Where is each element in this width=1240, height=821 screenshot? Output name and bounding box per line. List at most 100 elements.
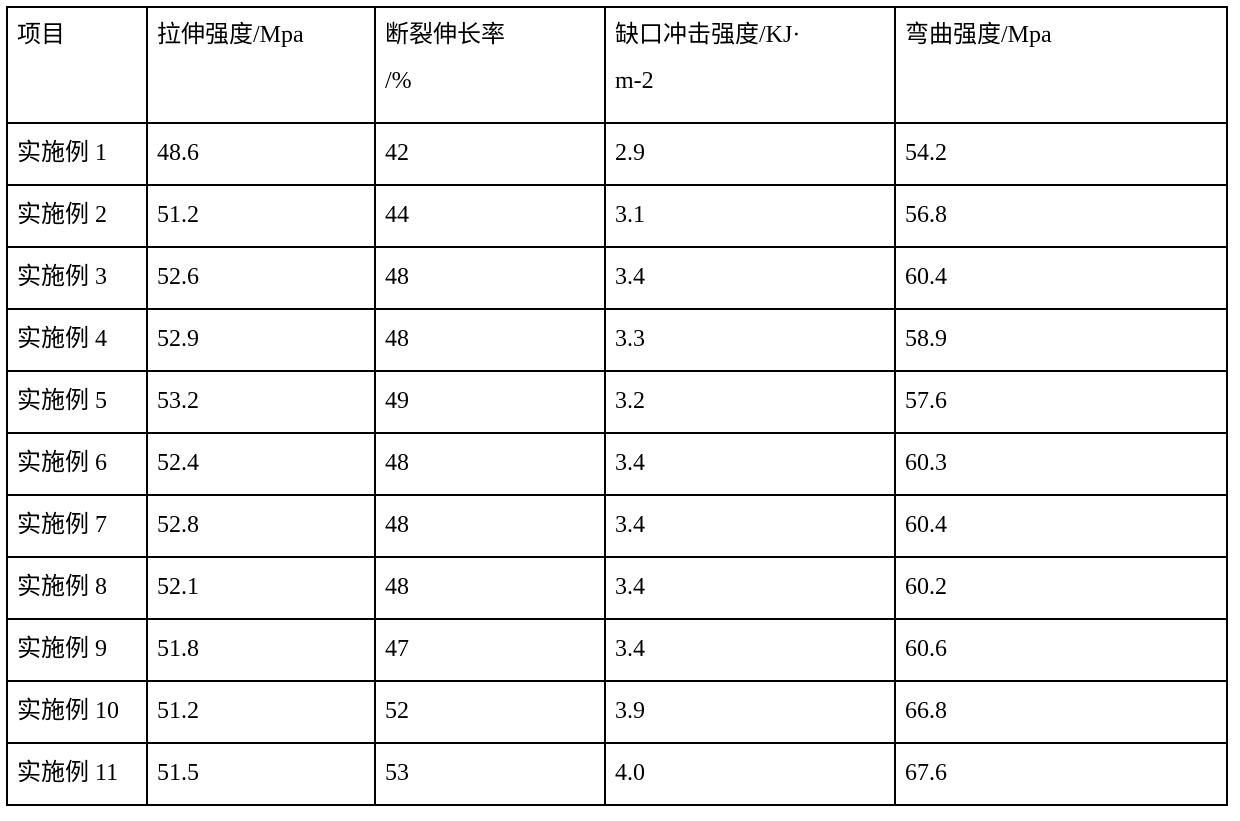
cell-elong: 42 [375,123,605,185]
col-header-elong: 断裂伸长率 /% [375,7,605,123]
cell-elong: 47 [375,619,605,681]
cell-item-value: 实施例 3 [9,249,145,301]
cell-impact: 3.4 [605,247,895,309]
cell-impact-value: 3.1 [607,187,893,239]
cell-tensile-value: 51.8 [149,621,373,673]
cell-flex: 56.8 [895,185,1227,247]
table-row: 实施例 553.2493.257.6 [7,371,1227,433]
col-header-flex: 弯曲强度/Mpa [895,7,1227,123]
table-body: 实施例 148.6422.954.2实施例 251.2443.156.8实施例 … [7,123,1227,805]
table-row: 实施例 652.4483.460.3 [7,433,1227,495]
cell-item-value: 实施例 11 [9,745,145,797]
cell-flex: 60.3 [895,433,1227,495]
cell-elong-value: 52 [377,683,603,735]
cell-elong-value: 48 [377,497,603,549]
cell-impact-value: 3.4 [607,249,893,301]
col-header-elong-line2: /% [385,68,412,94]
cell-tensile: 53.2 [147,371,375,433]
cell-flex-value: 60.3 [897,435,1225,487]
cell-elong: 52 [375,681,605,743]
col-header-tensile: 拉伸强度/Mpa [147,7,375,123]
cell-impact-value: 3.2 [607,373,893,425]
cell-item-value: 实施例 2 [9,187,145,239]
cell-tensile-value: 51.2 [149,187,373,239]
cell-elong: 48 [375,247,605,309]
col-header-impact-label: 缺口冲击强度/KJ· m-2 [607,9,893,104]
cell-flex-value: 56.8 [897,187,1225,239]
cell-elong: 48 [375,309,605,371]
cell-elong-value: 47 [377,621,603,673]
cell-flex-value: 60.4 [897,249,1225,301]
cell-flex: 60.4 [895,495,1227,557]
cell-elong-value: 44 [377,187,603,239]
cell-tensile: 52.9 [147,309,375,371]
col-header-elong-label: 断裂伸长率 /% [377,9,603,104]
col-header-elong-line1: 断裂伸长率 [385,22,505,48]
cell-flex: 54.2 [895,123,1227,185]
cell-tensile-value: 52.6 [149,249,373,301]
cell-elong: 48 [375,557,605,619]
cell-item-value: 实施例 10 [9,683,145,735]
col-header-flex-label: 弯曲强度/Mpa [897,9,1225,59]
cell-elong-value: 48 [377,249,603,301]
cell-impact: 3.9 [605,681,895,743]
col-header-impact: 缺口冲击强度/KJ· m-2 [605,7,895,123]
cell-impact: 3.3 [605,309,895,371]
cell-item: 实施例 3 [7,247,147,309]
cell-tensile: 51.2 [147,185,375,247]
cell-elong: 49 [375,371,605,433]
cell-flex-value: 58.9 [897,311,1225,363]
col-header-tensile-label: 拉伸强度/Mpa [149,9,373,59]
cell-flex-value: 57.6 [897,373,1225,425]
cell-flex: 57.6 [895,371,1227,433]
cell-flex-value: 60.4 [897,497,1225,549]
cell-elong-value: 53 [377,745,603,797]
table-row: 实施例 1051.2523.966.8 [7,681,1227,743]
cell-flex: 60.2 [895,557,1227,619]
cell-item-value: 实施例 8 [9,559,145,611]
cell-tensile: 51.5 [147,743,375,805]
table-row: 实施例 752.8483.460.4 [7,495,1227,557]
col-header-impact-line1: 缺口冲击强度/KJ· [615,22,800,48]
col-header-item-label: 项目 [9,9,145,59]
properties-table: 项目 拉伸强度/Mpa 断裂伸长率 /% 缺口冲击强度/KJ· m-2 弯曲强度… [6,6,1228,806]
cell-impact: 4.0 [605,743,895,805]
cell-item-value: 实施例 7 [9,497,145,549]
cell-impact-value: 3.4 [607,435,893,487]
cell-impact-value: 3.9 [607,683,893,735]
cell-item: 实施例 5 [7,371,147,433]
cell-tensile: 52.4 [147,433,375,495]
cell-item: 实施例 2 [7,185,147,247]
table-row: 实施例 951.8473.460.6 [7,619,1227,681]
cell-item-value: 实施例 5 [9,373,145,425]
cell-item-value: 实施例 1 [9,125,145,177]
cell-impact-value: 3.4 [607,559,893,611]
cell-item: 实施例 10 [7,681,147,743]
table-row: 实施例 852.1483.460.2 [7,557,1227,619]
cell-tensile: 48.6 [147,123,375,185]
cell-item: 实施例 1 [7,123,147,185]
cell-impact: 3.4 [605,495,895,557]
cell-tensile-value: 52.9 [149,311,373,363]
cell-elong-value: 49 [377,373,603,425]
cell-elong: 48 [375,433,605,495]
cell-impact: 3.4 [605,433,895,495]
cell-tensile: 52.6 [147,247,375,309]
cell-item: 实施例 6 [7,433,147,495]
table-row: 实施例 352.6483.460.4 [7,247,1227,309]
cell-flex-value: 60.2 [897,559,1225,611]
cell-tensile-value: 53.2 [149,373,373,425]
cell-tensile-value: 52.4 [149,435,373,487]
cell-tensile-value: 51.2 [149,683,373,735]
table-row: 实施例 148.6422.954.2 [7,123,1227,185]
cell-elong: 44 [375,185,605,247]
cell-flex-value: 67.6 [897,745,1225,797]
cell-flex-value: 60.6 [897,621,1225,673]
cell-tensile-value: 52.1 [149,559,373,611]
cell-impact-value: 4.0 [607,745,893,797]
cell-tensile-value: 52.8 [149,497,373,549]
cell-impact: 3.1 [605,185,895,247]
cell-tensile-value: 48.6 [149,125,373,177]
cell-item-value: 实施例 6 [9,435,145,487]
table-row: 实施例 1151.5534.067.6 [7,743,1227,805]
